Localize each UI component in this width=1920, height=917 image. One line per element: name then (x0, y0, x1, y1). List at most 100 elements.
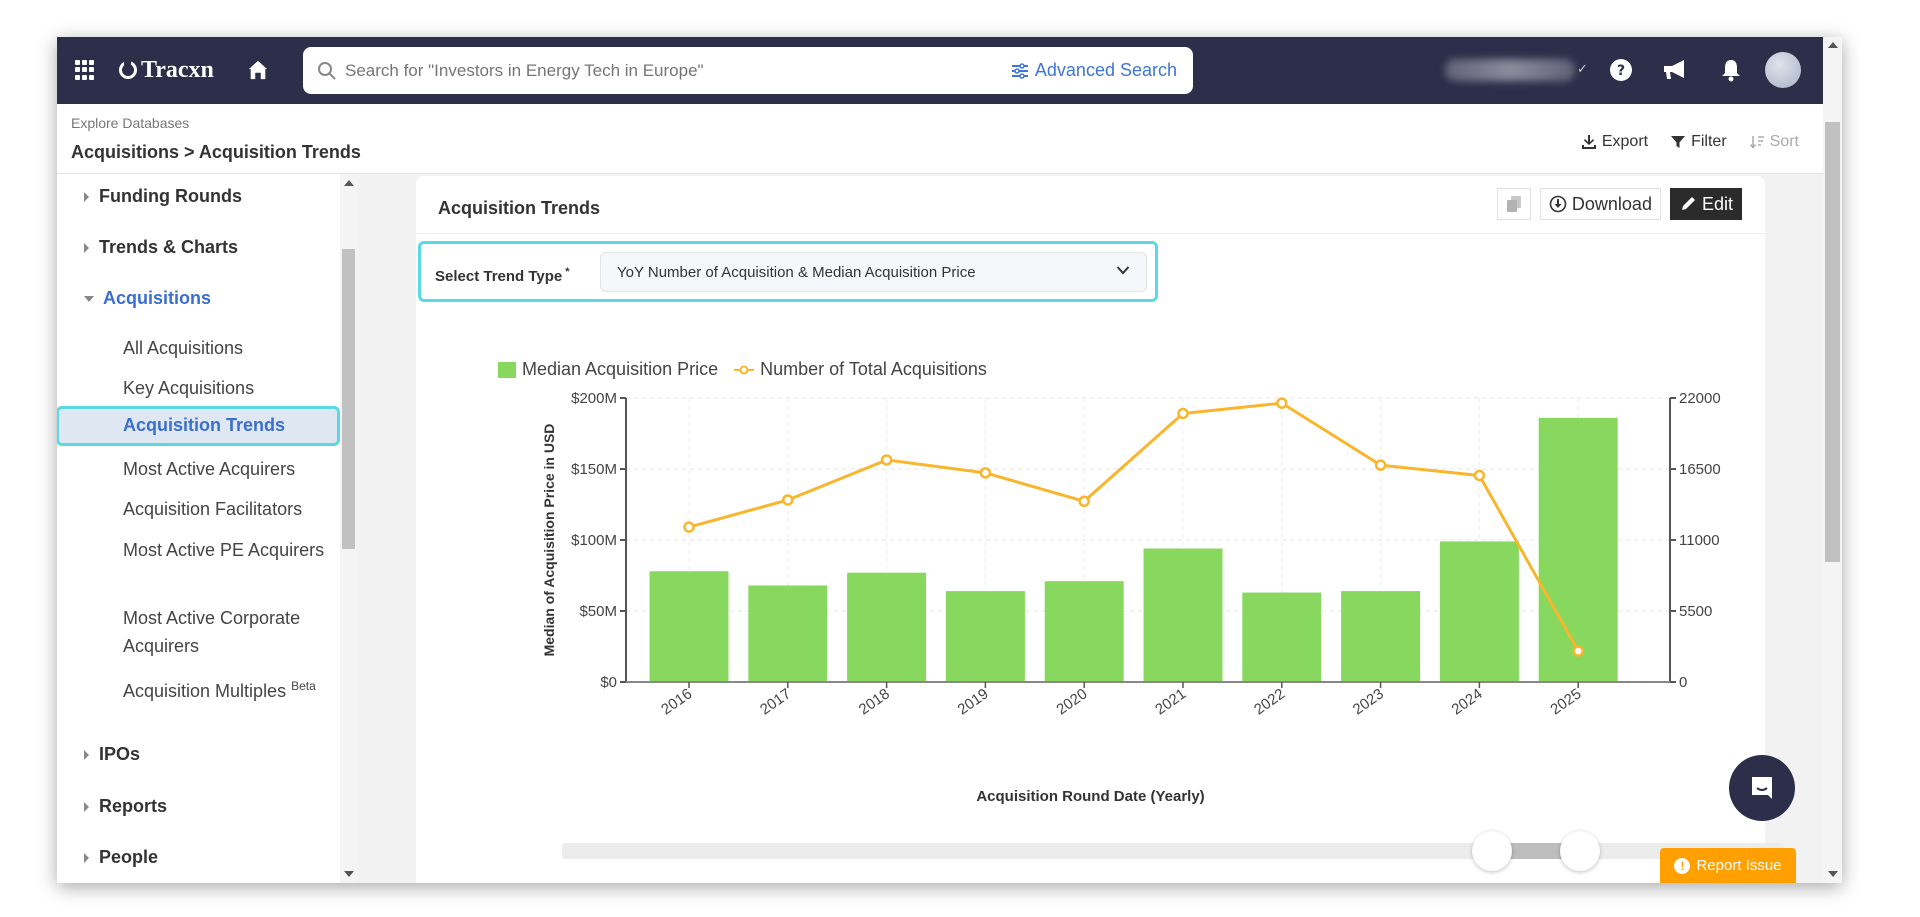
point-2021 (1177, 407, 1189, 420)
sidebar-item-key-acquisitions[interactable]: Key Acquisitions (123, 378, 255, 398)
y-tick-label-left: $200M (571, 390, 617, 407)
bar-2025 (1538, 417, 1618, 682)
home-icon[interactable] (247, 59, 269, 81)
y-tick-label-right: 0 (1679, 674, 1687, 691)
caret-right-icon (84, 749, 89, 760)
caret-down-icon (84, 295, 94, 302)
tracxn-logo[interactable]: Tracxn (119, 54, 214, 86)
download-button[interactable]: Download (1539, 188, 1661, 220)
section-label: Funding Rounds (99, 186, 242, 206)
section-label: IPOs (99, 744, 141, 764)
sidebar-item-all-acquisitions[interactable]: All Acquisitions (123, 338, 244, 358)
y-tick-label-right: 5500 (1679, 603, 1712, 620)
y-tick-label-right: 11000 (1679, 532, 1720, 549)
sidebar-item-acquisition-facilitators[interactable]: Acquisition Facilitators (123, 499, 303, 519)
x-tick-label: 2021 (1152, 685, 1189, 718)
card-title: Acquisition Trends (438, 198, 601, 218)
range-slider-track[interactable] (562, 843, 1784, 859)
chat-support-button[interactable] (1729, 755, 1795, 821)
advanced-search-label: Advanced Search (1034, 60, 1177, 80)
download-circle-icon (1549, 195, 1567, 213)
bar-2022 (1242, 592, 1322, 682)
window-scrollbar[interactable] (1823, 37, 1842, 883)
y-tick-label-left: $150M (571, 461, 617, 478)
trend-type-field: Select Trend Type * YoY Number of Acquisi… (418, 241, 1158, 302)
window-scroll-thumb[interactable] (1825, 122, 1840, 562)
export-label: Export (1601, 133, 1649, 150)
point-2025 (1572, 645, 1584, 657)
range-slider-selection[interactable] (1492, 843, 1580, 859)
filter-button[interactable]: Filter (1670, 133, 1727, 151)
acquisition-trends-card: Acquisition Trends Download Edit Select … (416, 176, 1784, 883)
logo-mark-icon (119, 61, 137, 79)
bar-2016 (649, 571, 729, 682)
sidebar-item-most-active-corporate-acquirers[interactable]: Most Active Corporate Acquirers (123, 608, 301, 656)
sort-button[interactable]: Sort (1749, 133, 1799, 151)
sidebar-item-acquisition-multiples[interactable]: Acquisition Multiples Beta (123, 672, 328, 705)
caret-right-icon (84, 191, 89, 202)
sidebar-item-most-active-pe-acquirers[interactable]: Most Active PE Acquirers (123, 540, 325, 560)
edit-button[interactable]: Edit (1669, 188, 1742, 220)
sidebar-scrollbar[interactable] (340, 174, 357, 883)
scroll-up-icon[interactable] (344, 180, 354, 186)
bar-2021 (1143, 548, 1223, 682)
copy-button[interactable] (1496, 188, 1531, 220)
range-slider-end-handle[interactable] (1560, 831, 1600, 871)
trend-type-select[interactable]: YoY Number of Acquisition & Median Acqui… (600, 252, 1147, 292)
sidebar-section-ipos[interactable]: IPOs (84, 744, 140, 765)
bar-2017 (748, 585, 828, 682)
legend-item-median-price[interactable]: Median Acquisition Price (522, 359, 719, 379)
chart-legend: Median Acquisition Price Number of Total… (498, 359, 987, 380)
sidebar-section-acquisitions[interactable]: Acquisitions (84, 288, 211, 309)
advanced-search-link[interactable]: Advanced Search (1011, 60, 1177, 81)
chevron-down-icon (1116, 266, 1130, 275)
x-tick-label: 2016 (658, 685, 695, 718)
help-icon[interactable]: ? (1607, 56, 1635, 84)
sidebar-scroll-thumb[interactable] (342, 249, 355, 549)
sidebar-section-reports[interactable]: Reports (84, 796, 167, 817)
sidebar-section-trends-charts[interactable]: Trends & Charts (84, 237, 238, 258)
sidebar-item-most-active-acquirers[interactable]: Most Active Acquirers (123, 459, 296, 479)
x-tick-label: 2022 (1251, 685, 1288, 718)
point-2022 (1276, 397, 1288, 409)
bar-2023 (1341, 591, 1421, 682)
export-button[interactable]: Export (1581, 133, 1648, 151)
sidebar-item-acquisition-trends[interactable]: Acquisition Trends (57, 406, 340, 446)
user-name-blurred[interactable] (1445, 59, 1575, 81)
scroll-down-icon[interactable] (1828, 871, 1838, 877)
search-bar[interactable]: Advanced Search (303, 47, 1193, 94)
megaphone-icon[interactable] (1661, 56, 1689, 84)
y-tick-label-left: $0 (600, 674, 617, 691)
scroll-up-icon[interactable] (1828, 42, 1838, 48)
x-tick-label: 2024 (1449, 685, 1486, 718)
user-avatar[interactable] (1765, 52, 1801, 88)
funnel-icon (1671, 136, 1686, 148)
sidebar-section-people[interactable]: People (84, 847, 158, 868)
y-tick-label-right: 22000 (1679, 390, 1721, 407)
report-issue-label: Report Issue (1696, 857, 1782, 874)
report-issue-button[interactable]: ! Report Issue (1660, 848, 1796, 883)
sort-label: Sort (1769, 133, 1799, 150)
legend-item-total-acquisitions[interactable]: Number of Total Acquisitions (760, 359, 987, 379)
explore-databases-link[interactable]: Explore Databases (71, 115, 190, 131)
trend-type-label: Select Trend Type * (435, 266, 570, 285)
bar-series (649, 417, 1618, 682)
sort-icon (1749, 136, 1764, 149)
point-2020 (1078, 495, 1090, 508)
caret-right-icon (84, 852, 89, 863)
sliders-icon (1011, 62, 1028, 79)
chevron-down-icon[interactable]: ✓ (1577, 61, 1588, 76)
legend-line-swatch (734, 365, 755, 374)
page-header: Explore Databases Acquisitions > Acquisi… (57, 104, 1823, 174)
x-axis-title: Acquisition Round Date (Yearly) (976, 788, 1205, 805)
sidebar-section-funding-rounds[interactable]: Funding Rounds (84, 186, 242, 207)
x-tick-label: 2025 (1547, 685, 1584, 718)
range-slider-start-handle[interactable] (1472, 831, 1512, 871)
required-mark: * (565, 266, 570, 278)
search-icon (318, 61, 336, 80)
search-input[interactable] (345, 60, 1011, 81)
bell-icon[interactable] (1717, 56, 1745, 84)
bar-2019 (945, 591, 1025, 682)
apps-grid-icon[interactable] (75, 60, 95, 80)
scroll-down-icon[interactable] (344, 871, 354, 877)
